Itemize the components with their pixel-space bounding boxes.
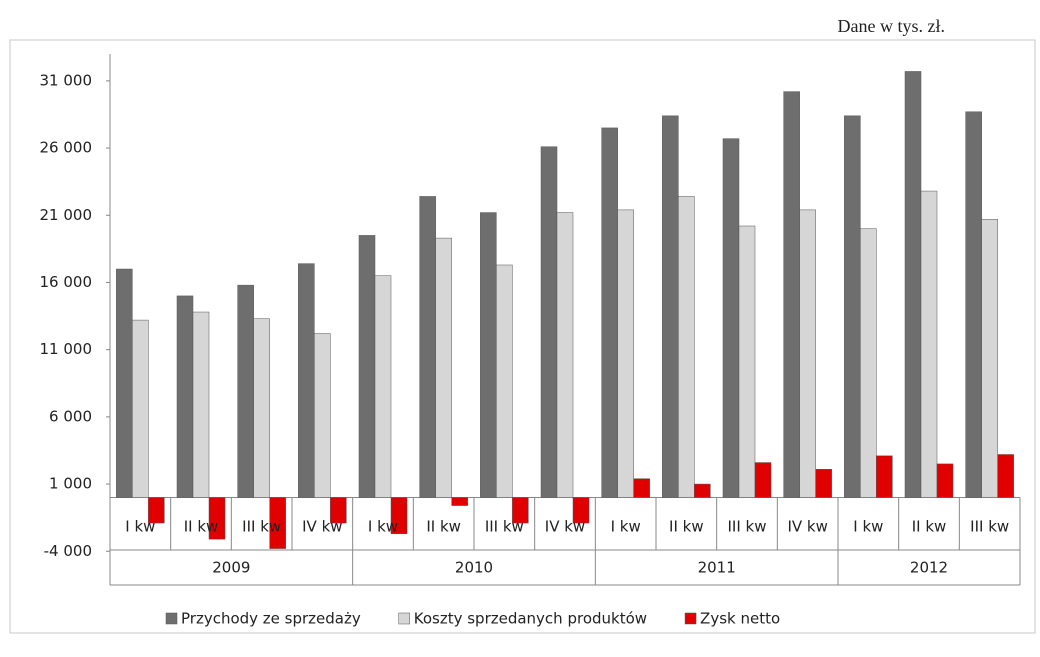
bar <box>754 462 772 498</box>
bar <box>314 333 331 498</box>
x-tick-label: III kw <box>485 518 524 536</box>
bar <box>617 209 634 498</box>
bar <box>844 115 861 498</box>
x-tick-label: II kw <box>669 518 704 536</box>
legend-label: Zysk netto <box>700 610 780 628</box>
bar <box>358 235 376 498</box>
bar <box>480 212 497 498</box>
bar <box>237 284 254 498</box>
y-tick-label: 6 000 <box>49 407 92 425</box>
bar <box>451 497 468 506</box>
bar <box>572 497 590 524</box>
legend-label: Koszty sprzedanych produktów <box>414 610 647 628</box>
bar <box>132 319 149 498</box>
bar <box>738 225 756 498</box>
bar <box>253 318 270 498</box>
legend-swatch <box>684 612 697 625</box>
y-tick-label: 26 000 <box>40 139 93 157</box>
bar <box>722 138 740 498</box>
chart-subtitle: Dane w tys. zł. <box>838 16 945 36</box>
x-tick-label: IV kw <box>302 518 342 536</box>
x-tick-label: I kw <box>853 518 883 536</box>
bar <box>496 264 513 498</box>
group-label: 2011 <box>698 559 736 577</box>
y-tick-label: 11 000 <box>40 340 93 358</box>
x-tick-label: II kw <box>912 518 947 536</box>
y-tick-label: 16 000 <box>40 273 93 291</box>
bar <box>269 497 286 549</box>
bar <box>997 454 1014 498</box>
bar <box>298 263 315 498</box>
x-tick-label: I kw <box>125 518 155 536</box>
bar <box>920 190 938 498</box>
bar <box>419 196 436 498</box>
x-tick-label: I kw <box>611 518 641 536</box>
legend-label: Przychody ze sprzedaży <box>181 610 361 628</box>
group-label: 2010 <box>455 559 493 577</box>
bar <box>512 497 529 524</box>
x-tick-label: III kw <box>728 518 767 536</box>
bar <box>662 115 679 498</box>
bar <box>694 483 711 498</box>
bar <box>860 228 877 498</box>
x-tick-label: IV kw <box>787 518 827 536</box>
y-tick-label: -4 000 <box>44 542 92 560</box>
x-tick-label: II kw <box>184 518 219 536</box>
bar <box>965 111 982 498</box>
x-tick-label: II kw <box>426 518 461 536</box>
bar <box>815 469 832 498</box>
x-tick-label: I kw <box>368 518 398 536</box>
bar <box>783 91 800 498</box>
bar <box>330 497 347 524</box>
bar <box>936 463 954 498</box>
bar <box>116 268 133 498</box>
chart-frame <box>9 39 1036 634</box>
bar <box>799 209 816 498</box>
legend-swatch <box>165 612 178 625</box>
bar <box>633 478 650 498</box>
bar <box>981 219 998 498</box>
group-label: 2012 <box>910 559 948 577</box>
legend-swatch <box>398 612 410 625</box>
x-tick-label: III kw <box>242 518 281 536</box>
bar <box>148 497 165 524</box>
x-tick-label: III kw <box>970 518 1009 536</box>
group-label: 2009 <box>212 559 250 577</box>
x-tick-label: IV kw <box>545 518 585 536</box>
bar <box>390 497 408 535</box>
bar <box>374 275 392 498</box>
bar <box>192 311 210 498</box>
bar <box>876 455 893 498</box>
bar <box>678 196 695 498</box>
y-tick-label: 31 000 <box>40 71 93 89</box>
bar <box>208 497 226 540</box>
bar <box>601 127 618 498</box>
bar <box>435 237 452 498</box>
y-tick-label: 21 000 <box>40 206 93 224</box>
y-tick-label: 1 000 <box>49 475 92 493</box>
bar <box>904 71 922 498</box>
bar <box>176 295 194 498</box>
bar <box>540 146 558 498</box>
bar <box>556 212 574 498</box>
